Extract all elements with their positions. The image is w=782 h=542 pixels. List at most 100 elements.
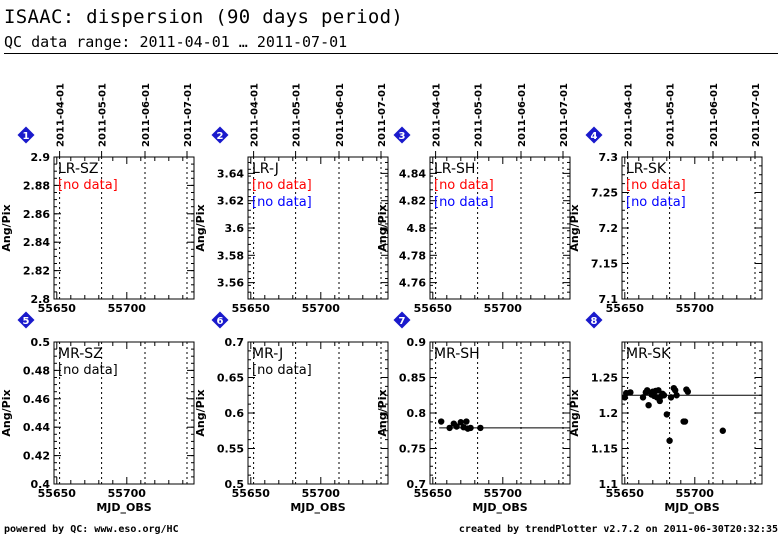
x-tick-label: 55700 xyxy=(484,302,523,315)
y-tick-label: 0.85 xyxy=(399,372,426,385)
panel-number: 5 xyxy=(23,316,30,327)
date-tick-label: 2011-05-01 xyxy=(98,83,109,147)
data-point xyxy=(453,423,460,430)
date-tick-label: 2011-05-01 xyxy=(666,83,677,147)
y-tick-label: 0.55 xyxy=(217,443,244,456)
panel-label: MR-SK xyxy=(626,346,671,362)
y-tick-label: 0.7 xyxy=(225,336,245,349)
panel-number-badge xyxy=(211,126,229,144)
panel-label: MR-SH xyxy=(434,346,480,362)
panel-lr-sz xyxy=(17,126,195,300)
y-tick-label: 0.65 xyxy=(217,372,244,385)
data-point xyxy=(457,419,464,426)
y-tick-label: 4.8 xyxy=(407,222,427,235)
no-data-label: [no data] xyxy=(252,178,312,193)
y-tick-label: 0.44 xyxy=(23,421,50,434)
page-title: ISAAC: dispersion (90 days period) xyxy=(4,6,404,28)
x-tick-label: 55700 xyxy=(108,302,147,315)
date-tick-label: 2011-07-01 xyxy=(377,83,388,147)
date-tick-label: 2011-07-01 xyxy=(559,83,570,147)
x-tick-label: 55650 xyxy=(606,487,645,500)
data-point xyxy=(655,387,662,394)
no-data-label: [no data] xyxy=(626,178,686,193)
y-tick-label: 0.5 xyxy=(31,336,51,349)
x-tick-label: 55700 xyxy=(302,487,341,500)
panel-label: LR-SK xyxy=(626,161,667,177)
data-point xyxy=(627,389,634,396)
x-tick-label: 55650 xyxy=(606,302,645,315)
data-point xyxy=(645,401,652,409)
x-tick-label: 55650 xyxy=(38,302,77,315)
data-point xyxy=(438,418,445,425)
data-point xyxy=(639,394,647,401)
x-tick-label: 55700 xyxy=(676,487,715,500)
no-data-label: [no data] xyxy=(626,195,686,210)
y-tick-label: 0.46 xyxy=(23,393,50,406)
y-tick-label: 3.6 xyxy=(225,222,245,235)
panel-number: 7 xyxy=(399,316,406,327)
date-tick-label: 2011-06-01 xyxy=(709,83,720,147)
panel-label: LR-SZ xyxy=(58,161,99,177)
y-tick-label: 7.1 xyxy=(599,293,619,306)
date-tick-label: 2011-07-01 xyxy=(751,83,762,147)
panel-number-badge xyxy=(393,126,411,144)
data-point xyxy=(656,397,663,405)
y-tick-label: 3.64 xyxy=(217,167,244,180)
x-tick-label: 55650 xyxy=(232,302,271,315)
y-tick-label: 0.8 xyxy=(407,407,427,420)
panel-frame xyxy=(429,341,571,485)
y-tick-label: 2.8 xyxy=(31,293,51,306)
panel-number-badge xyxy=(393,311,411,329)
y-axis-title: Ang/Pix xyxy=(0,204,13,251)
date-tick-label: 2011-07-01 xyxy=(183,83,194,147)
footer-credit: powered by QC: www.eso.org/HC xyxy=(4,524,179,535)
x-tick-label: 55700 xyxy=(484,487,523,500)
y-tick-label: 4.76 xyxy=(399,277,426,290)
date-tick-label: 2011-04-01 xyxy=(250,83,261,147)
y-tick-label: 2.82 xyxy=(23,265,50,278)
x-tick-label: 55650 xyxy=(38,487,77,500)
page-subtitle: QC data range: 2011-04-01 … 2011-07-01 xyxy=(4,33,348,51)
panel-number-badge xyxy=(585,126,603,144)
data-point xyxy=(673,392,680,399)
y-tick-label: 0.9 xyxy=(407,336,427,349)
data-point xyxy=(644,387,651,394)
y-axis-title: Ang/Pix xyxy=(376,389,389,436)
y-tick-label: 4.78 xyxy=(399,249,426,262)
y-tick-label: 0.75 xyxy=(399,443,426,456)
y-tick-label: 7.3 xyxy=(599,151,619,164)
x-axis-title: MJD_OBS xyxy=(290,501,345,514)
panel-number: 6 xyxy=(217,316,224,327)
panel-lr-j xyxy=(211,126,389,300)
panel-lr-sh xyxy=(393,126,571,300)
data-point xyxy=(719,427,726,434)
data-point xyxy=(672,387,679,394)
panel-number-badge xyxy=(211,311,229,329)
panel-label: LR-J xyxy=(252,161,279,177)
data-point xyxy=(681,418,689,425)
y-tick-label: 1.2 xyxy=(599,407,619,420)
panel-label: MR-J xyxy=(252,346,283,362)
y-tick-label: 2.86 xyxy=(23,208,50,221)
y-axis-title: Ang/Pix xyxy=(568,389,581,436)
panel-mr-sk xyxy=(585,311,763,485)
x-axis-title: MJD_OBS xyxy=(472,501,527,514)
panel-label: MR-SZ xyxy=(58,346,103,362)
footer-created: created by trendPlotter v2.7.2 on 2011-0… xyxy=(458,524,778,535)
date-tick-label: 2011-06-01 xyxy=(141,83,152,147)
date-tick-label: 2011-05-01 xyxy=(474,83,485,147)
y-tick-label: 0.42 xyxy=(23,450,50,463)
panel-number: 2 xyxy=(217,131,224,142)
panel-number-badge xyxy=(585,311,603,329)
y-tick-label: 0.4 xyxy=(31,478,51,491)
y-tick-label: 0.48 xyxy=(23,364,50,377)
y-tick-label: 2.9 xyxy=(31,151,51,164)
x-tick-label: 55700 xyxy=(302,302,341,315)
y-axis-title: Ang/Pix xyxy=(0,389,13,436)
date-tick-label: 2011-04-01 xyxy=(432,83,443,147)
y-tick-label: 1.15 xyxy=(591,443,618,456)
y-tick-label: 4.84 xyxy=(399,167,426,180)
y-tick-label: 2.84 xyxy=(23,236,50,249)
x-tick-label: 55700 xyxy=(676,302,715,315)
